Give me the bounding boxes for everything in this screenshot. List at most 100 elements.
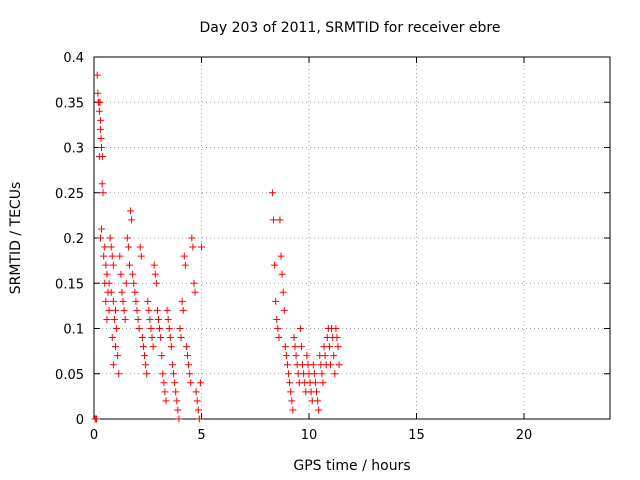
data-point	[97, 134, 105, 142]
data-point	[96, 125, 104, 133]
data-point	[290, 334, 298, 342]
data-point	[192, 388, 200, 396]
data-point	[146, 315, 154, 323]
data-point	[96, 116, 104, 124]
data-point	[161, 388, 169, 396]
data-point	[135, 325, 143, 332]
data-point	[291, 343, 299, 351]
data-point	[99, 153, 107, 161]
data-point	[277, 252, 285, 260]
data-point	[176, 325, 184, 332]
data-point	[143, 370, 151, 378]
x-tick-label: 20	[516, 428, 533, 443]
data-point	[282, 352, 290, 360]
data-point	[315, 406, 323, 414]
data-point	[288, 397, 296, 405]
data-point	[151, 270, 159, 278]
data-point	[164, 315, 172, 323]
data-point	[333, 334, 341, 342]
data-point	[116, 252, 124, 260]
data-point	[145, 306, 153, 314]
data-point	[103, 270, 111, 278]
data-point	[157, 334, 165, 342]
data-point	[105, 279, 113, 287]
data-point	[177, 334, 185, 342]
data-point	[163, 306, 171, 314]
data-point	[289, 406, 297, 414]
data-point	[319, 379, 327, 387]
data-point	[160, 379, 168, 387]
data-point	[167, 343, 175, 351]
data-point	[331, 370, 339, 378]
data-point	[196, 379, 204, 387]
data-point	[117, 270, 125, 278]
data-point	[108, 334, 116, 342]
data-point	[134, 315, 142, 323]
data-point	[195, 415, 203, 423]
data-point	[141, 352, 149, 360]
data-point	[113, 325, 121, 332]
x-tick-label: 5	[197, 428, 205, 443]
data-point	[153, 306, 161, 314]
grid	[94, 57, 610, 419]
data-point	[180, 252, 188, 260]
y-axis-title: SRMTID / TECUs	[8, 182, 24, 295]
data-point	[152, 279, 160, 287]
y-tick-label: 0	[76, 413, 84, 428]
data-point	[188, 234, 196, 242]
data-point	[187, 379, 195, 387]
data-point	[335, 361, 343, 369]
data-points	[91, 71, 343, 423]
data-point	[94, 89, 102, 97]
data-point	[122, 279, 130, 287]
data-point	[159, 370, 167, 378]
data-point	[105, 306, 113, 314]
y-tick-label: 0.3	[63, 142, 84, 157]
data-point	[193, 397, 201, 405]
data-point	[107, 288, 115, 296]
data-point	[268, 189, 276, 197]
data-point	[334, 343, 342, 351]
data-point	[121, 315, 129, 323]
data-point	[273, 315, 281, 323]
data-point	[98, 144, 106, 151]
data-point	[278, 270, 286, 278]
y-tick-label: 0.1	[63, 323, 84, 338]
data-point	[138, 334, 146, 342]
data-point	[107, 243, 115, 251]
data-point	[114, 352, 122, 360]
data-point	[128, 216, 136, 224]
data-point	[274, 325, 282, 332]
data-point	[296, 325, 304, 332]
y-tick-label: 0.35	[55, 96, 84, 111]
chart-title: Day 203 of 2011, SRMTID for receiver ebr…	[200, 20, 501, 36]
data-point	[175, 415, 183, 423]
data-point	[102, 261, 110, 269]
data-point	[106, 234, 114, 242]
data-point	[136, 243, 144, 251]
axis-ticks: 0 5 10 15 20 0 0.05 0.1 0.15 0.2 0.25 0.3 0.35 0.4	[55, 51, 610, 443]
data-point	[112, 306, 119, 314]
data-point	[170, 370, 178, 378]
data-point	[168, 361, 176, 369]
y-tick-label: 0.25	[55, 187, 84, 202]
data-point	[109, 261, 117, 269]
data-point	[191, 288, 199, 296]
data-point	[155, 315, 162, 323]
data-point	[174, 406, 182, 414]
data-point	[144, 297, 152, 305]
data-point	[115, 370, 123, 378]
data-point	[270, 216, 278, 224]
data-point	[198, 243, 205, 251]
data-point	[110, 315, 118, 323]
data-point	[171, 379, 179, 387]
data-point	[96, 98, 104, 106]
data-point	[281, 343, 289, 351]
data-point	[98, 225, 106, 233]
data-point	[182, 343, 190, 351]
data-point	[189, 243, 197, 251]
data-point	[142, 361, 150, 369]
data-point	[178, 297, 186, 305]
data-point	[314, 397, 322, 405]
